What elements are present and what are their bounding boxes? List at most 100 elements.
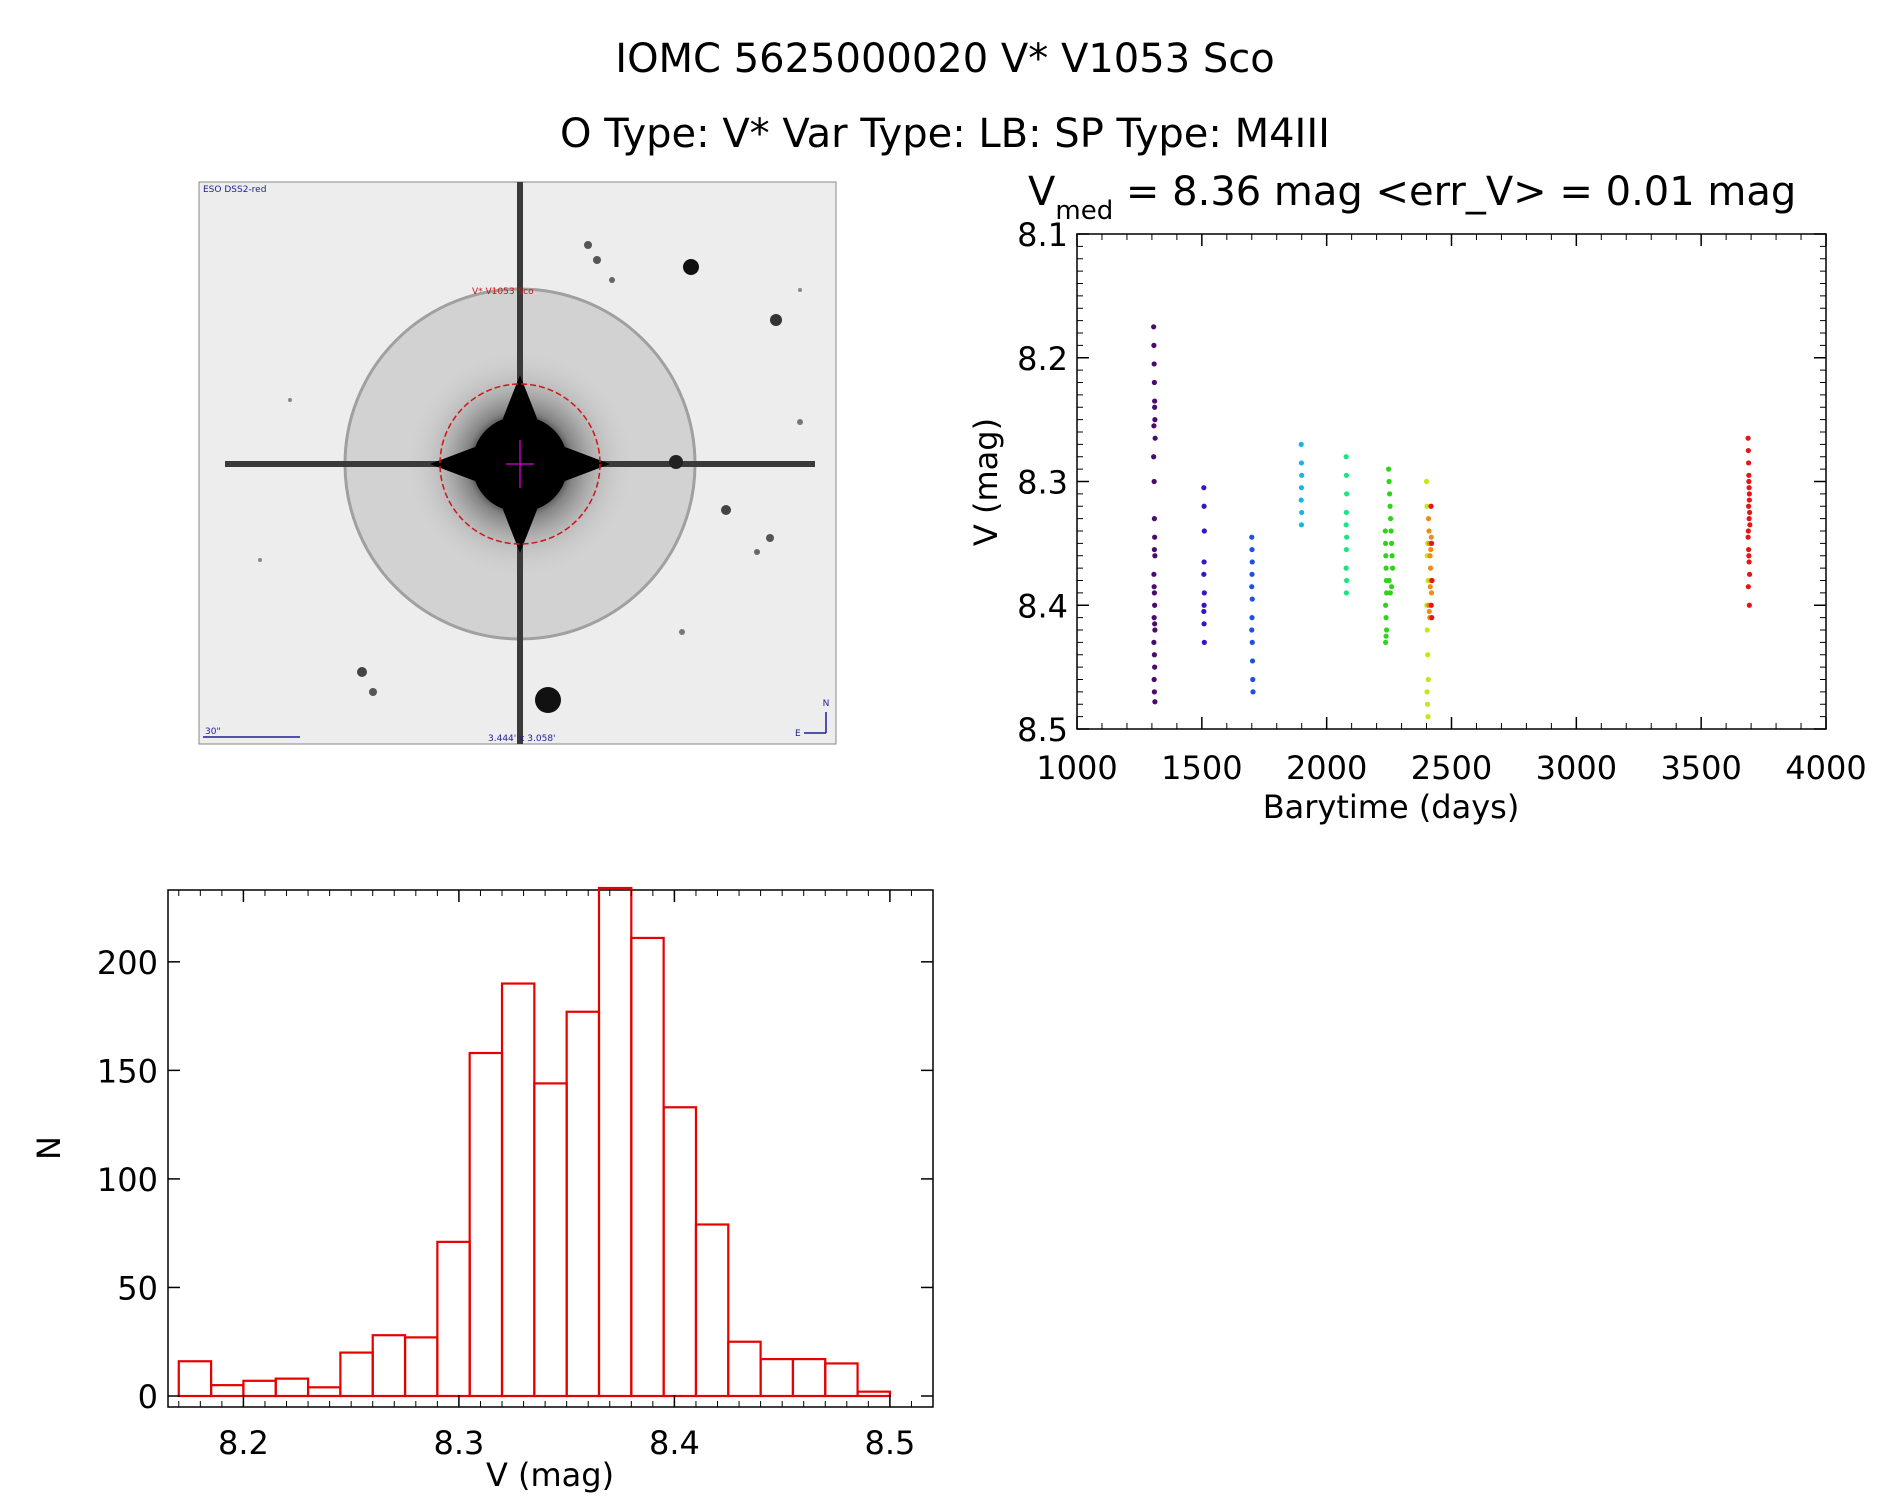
data-point	[1746, 478, 1752, 485]
data-point	[1387, 590, 1393, 596]
data-point	[1428, 503, 1434, 509]
x-tick-label: 2500	[1411, 749, 1492, 787]
data-point	[1344, 534, 1350, 540]
field-star	[593, 256, 601, 264]
data-point	[1249, 596, 1255, 602]
data-point	[1298, 497, 1304, 503]
data-point	[1343, 472, 1349, 478]
data-point	[1151, 546, 1157, 553]
field-star	[609, 277, 615, 283]
east-label: E	[795, 729, 801, 739]
field-star	[357, 667, 367, 677]
title-line-2: O Type: V* Var Type: LB: SP Type: M4III	[560, 111, 1330, 157]
histogram-chart: 8.2 8.3 8.4 8.5 0 50 100 150 200 V (mag) N	[30, 886, 934, 1494]
field-star	[721, 505, 731, 515]
histogram-bar	[727, 1340, 762, 1398]
data-point	[1746, 516, 1752, 522]
data-point	[1747, 571, 1753, 577]
y-tick-label: 100	[97, 1161, 158, 1199]
data-point	[1745, 447, 1751, 454]
histogram-bar	[242, 1379, 277, 1398]
data-point	[1425, 652, 1431, 658]
data-point	[1387, 516, 1394, 522]
data-point	[1428, 602, 1434, 608]
data-point	[1383, 565, 1389, 571]
histogram-bar	[694, 1223, 730, 1398]
field-star	[797, 419, 803, 425]
data-point	[1299, 509, 1305, 516]
field-star	[258, 558, 262, 562]
scale-label: 30"	[205, 727, 221, 737]
x-tick-label: 8.5	[864, 1424, 915, 1462]
data-point	[1343, 565, 1349, 571]
data-point	[1389, 565, 1396, 571]
histogram-bar	[500, 982, 536, 1398]
field-star	[770, 314, 782, 326]
data-point	[1747, 522, 1753, 528]
x-tick-label: 4000	[1785, 749, 1866, 787]
data-point	[1249, 534, 1255, 540]
data-point	[1201, 559, 1207, 565]
x-tick-label: 8.2	[218, 1424, 269, 1462]
data-point	[1151, 689, 1157, 695]
data-point	[1152, 621, 1158, 627]
histogram-bar	[339, 1351, 374, 1398]
x-tick-label: 3000	[1536, 749, 1617, 787]
data-point	[1151, 361, 1157, 367]
y-tick-label: 200	[97, 944, 158, 982]
y-tick-label: 0	[138, 1378, 158, 1416]
data-point	[1201, 528, 1207, 534]
data-point	[1746, 485, 1752, 491]
data-point	[1389, 553, 1395, 559]
histogram-bar	[856, 1390, 892, 1398]
aperture-circle	[439, 383, 601, 545]
histogram-bar	[306, 1386, 342, 1398]
y-tick-label: 8.2	[1017, 340, 1068, 378]
data-point	[1201, 503, 1207, 509]
data-point	[1427, 553, 1433, 559]
north-label: N	[823, 699, 830, 709]
data-point	[1746, 460, 1752, 466]
data-point	[1388, 528, 1394, 534]
data-point	[1201, 621, 1207, 627]
data-point	[1428, 540, 1435, 546]
data-point	[1428, 590, 1435, 596]
histogram-bar	[565, 1010, 601, 1398]
data-point	[1151, 652, 1157, 658]
data-point	[1426, 528, 1432, 534]
data-point	[1151, 342, 1157, 348]
field-star	[288, 398, 292, 402]
data-point	[1383, 615, 1389, 621]
histogram-bars	[177, 886, 892, 1398]
data-point	[1746, 503, 1752, 509]
histogram-bar	[533, 1082, 568, 1398]
data-point	[1423, 478, 1430, 485]
field-star	[584, 241, 592, 249]
field-star	[369, 688, 377, 696]
data-point	[1250, 689, 1256, 695]
data-point	[1382, 639, 1389, 645]
histogram-bar	[824, 1362, 859, 1398]
data-point	[1249, 584, 1255, 590]
field-star	[766, 534, 774, 542]
y-tick-label: 8.1	[1017, 216, 1068, 254]
data-point	[1151, 454, 1157, 460]
data-point	[1249, 627, 1255, 633]
data-point	[1249, 615, 1255, 621]
field-star	[754, 549, 760, 555]
data-point	[1151, 324, 1157, 330]
histogram-bar	[371, 1334, 407, 1398]
data-point	[1151, 615, 1157, 621]
histogram-bar	[662, 1106, 698, 1398]
data-point	[1382, 602, 1389, 608]
field-star	[683, 259, 699, 275]
data-point	[1746, 497, 1752, 503]
data-point	[1746, 553, 1752, 559]
data-point	[1201, 639, 1207, 645]
histogram-bar	[436, 1240, 471, 1398]
data-point	[1151, 590, 1157, 596]
light-curve-ticks: 1000 1500 2000 2500 3000 3500 4000 8.1 8.2 8.3 8.4…	[1017, 216, 1867, 787]
data-point	[1344, 491, 1350, 497]
data-point	[1386, 491, 1393, 497]
x-tick-label: 8.3	[433, 1424, 484, 1462]
